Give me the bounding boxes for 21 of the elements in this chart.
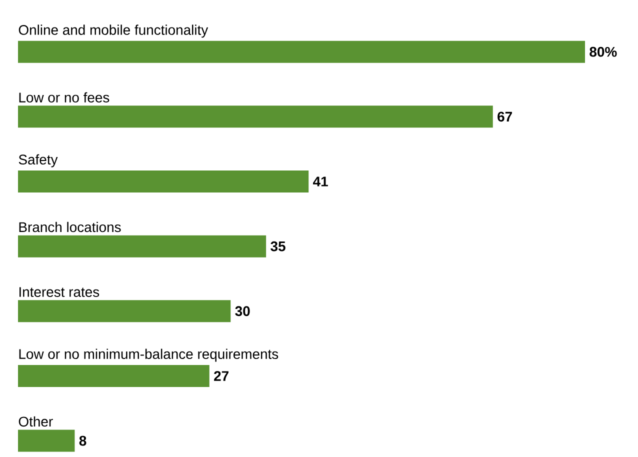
data-label: 27: [214, 371, 228, 381]
bar: [18, 235, 266, 258]
bar: [18, 430, 75, 452]
bar: [18, 170, 309, 192]
data-label: 41: [313, 176, 328, 186]
y-tick-label: Online and mobile functionality: [18, 24, 208, 38]
bar: [18, 300, 231, 322]
data-label: 8: [79, 436, 86, 446]
data-label: 80%: [590, 46, 617, 57]
y-tick-label: Low or no minimum-balance requirements: [19, 348, 278, 362]
y-tick-label: Interest rates: [19, 287, 100, 297]
y-tick-label: Low or no fees: [19, 92, 110, 102]
y-tick-label: Branch locations: [19, 222, 121, 232]
data-label: 67: [498, 112, 512, 122]
bar: [18, 106, 493, 128]
y-tick-label: Safety: [18, 154, 58, 168]
bar: [18, 40, 586, 63]
data-label: 30: [235, 306, 250, 316]
data-label: 35: [270, 241, 286, 252]
bar: [18, 364, 210, 387]
y-tick-label: Other: [18, 416, 53, 427]
